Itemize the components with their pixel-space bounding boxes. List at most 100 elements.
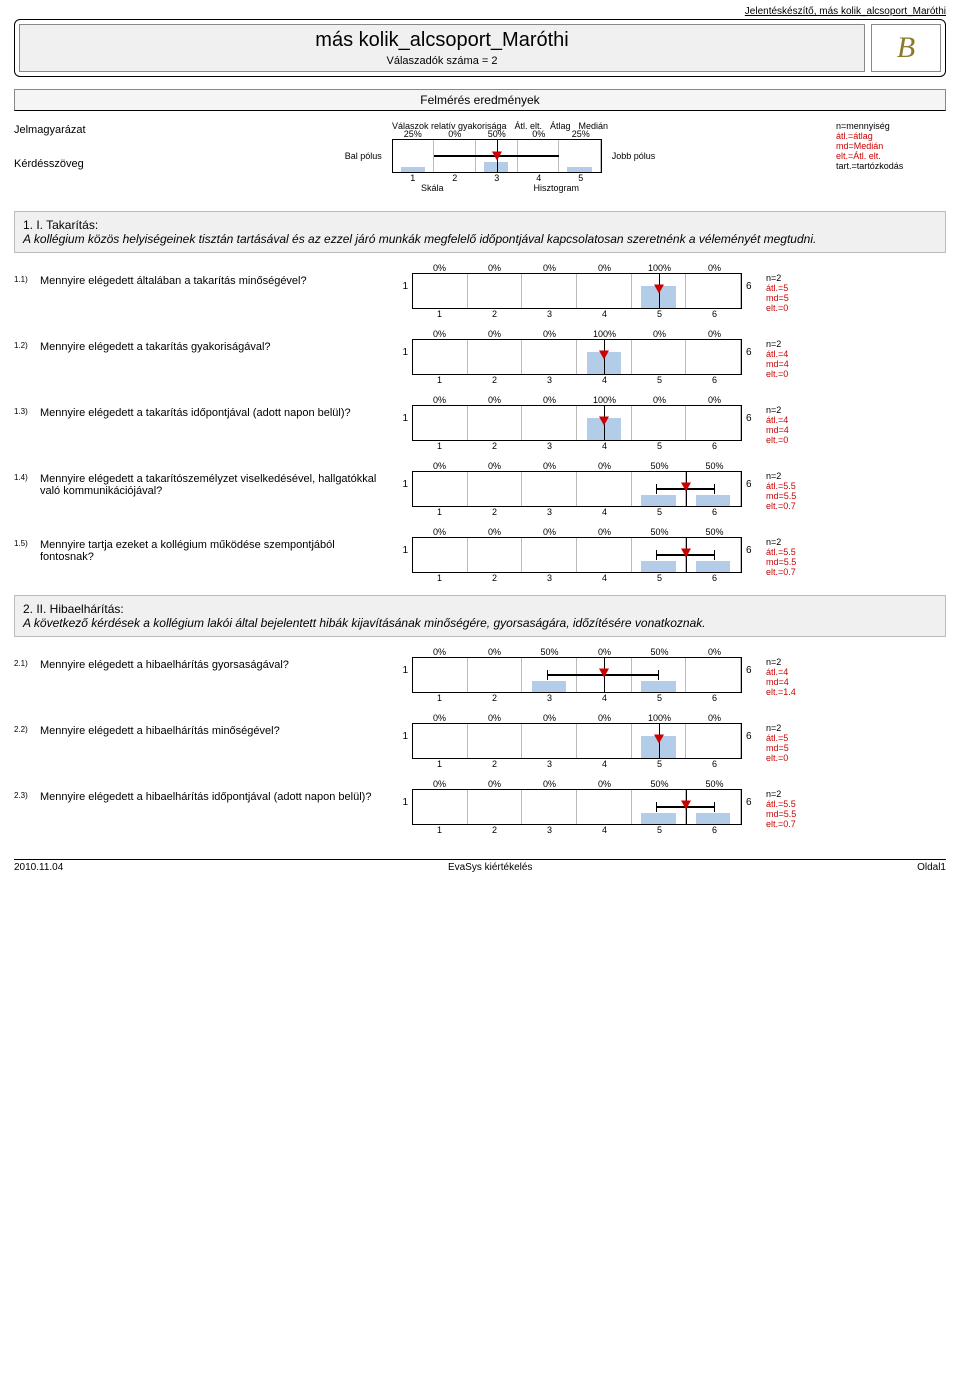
- group1-box: 1. I. Takarítás: A kollégium közös helyi…: [14, 211, 946, 253]
- question-num: 2.1): [14, 647, 40, 668]
- stat-line: n=2: [766, 789, 846, 799]
- question-chart: 0%0%0%100%0%0%123456: [412, 329, 742, 385]
- question-text: Mennyire elégedett a takarítás gyakorisá…: [40, 329, 392, 353]
- chart-pct: 50%: [632, 647, 687, 657]
- chart-axis-tick: 6: [687, 441, 742, 451]
- question-num: 2.3): [14, 779, 40, 800]
- chart-axis-tick: 6: [687, 825, 742, 835]
- stat-line: elt.=1.4: [766, 687, 846, 697]
- chart-pct: 0%: [522, 779, 577, 789]
- question-chart: 0%0%0%0%100%0%123456: [412, 263, 742, 319]
- group1-title: 1. I. Takarítás:: [23, 218, 98, 232]
- chart-pct: 0%: [412, 395, 467, 405]
- pole-right: 6: [742, 263, 766, 292]
- question-chart: 0%0%0%0%100%0%123456: [412, 713, 742, 769]
- pole-right: 6: [742, 527, 766, 556]
- stat-line: md=5: [766, 293, 846, 303]
- group2-desc: A következő kérdések a kollégium lakói á…: [23, 616, 706, 630]
- chart-pct: 50%: [687, 779, 742, 789]
- chart-pct: 100%: [632, 713, 687, 723]
- chart-axis-tick: 2: [467, 375, 522, 385]
- stat-line: md=5.5: [766, 557, 846, 567]
- chart-axis-tick: 3: [522, 507, 577, 517]
- chart-axis-tick: 1: [412, 693, 467, 703]
- chart-axis-tick: 4: [577, 693, 632, 703]
- chart-axis-tick: 2: [467, 507, 522, 517]
- pole-right: 6: [742, 461, 766, 490]
- legend-pct: 50%: [476, 129, 518, 139]
- stat-line: n=2: [766, 405, 846, 415]
- legend-axis-tick: 1: [392, 173, 434, 183]
- chart-pct: 50%: [687, 461, 742, 471]
- chart-axis-tick: 3: [522, 693, 577, 703]
- stat-line: md=5.5: [766, 491, 846, 501]
- chart-pct: 0%: [467, 779, 522, 789]
- pole-right: 6: [742, 329, 766, 358]
- chart-pct: 50%: [522, 647, 577, 657]
- footer: 2010.11.04 EvaSys kiértékelés Oldal1: [14, 859, 946, 873]
- stat-line: átl.=5: [766, 733, 846, 743]
- question-num: 1.5): [14, 527, 40, 548]
- chart-pct: 0%: [522, 527, 577, 537]
- question-num: 1.2): [14, 329, 40, 350]
- legend-title: Jelmagyarázat: [14, 121, 164, 141]
- group2-title: 2. II. Hibaelhárítás:: [23, 602, 124, 616]
- question-chart: 0%0%0%0%50%50%123456: [412, 779, 742, 835]
- chart-pct: 0%: [412, 461, 467, 471]
- legend-hist-label: Hisztogram: [534, 183, 580, 193]
- page-subtitle: Válaszadók száma = 2: [20, 55, 864, 67]
- stat-line: md=5: [766, 743, 846, 753]
- chart-pct: 0%: [687, 395, 742, 405]
- footer-center: EvaSys kiértékelés: [448, 862, 532, 873]
- chart-axis-tick: 5: [632, 441, 687, 451]
- stat-line: n=2: [766, 273, 846, 283]
- chart-pct: 0%: [632, 329, 687, 339]
- chart-axis-tick: 2: [467, 825, 522, 835]
- stat-line: átl.=4: [766, 667, 846, 677]
- chart-pct: 0%: [467, 329, 522, 339]
- question-text: Mennyire elégedett a hibaelhárítás gyors…: [40, 647, 392, 671]
- question-row: 1.4)Mennyire elégedett a takarítószemély…: [14, 461, 946, 517]
- title-inner: más kolik_alcsoport_Maróthi Válaszadók s…: [19, 24, 865, 72]
- legend-pct: 0%: [518, 129, 560, 139]
- legend-axis-tick: 4: [518, 173, 560, 183]
- chart-axis-tick: 1: [412, 759, 467, 769]
- chart-pct: 0%: [412, 713, 467, 723]
- chart-pct: 0%: [412, 779, 467, 789]
- chart-axis-tick: 3: [522, 573, 577, 583]
- chart-pct: 0%: [522, 713, 577, 723]
- chart-pct: 0%: [577, 779, 632, 789]
- question-stats: n=2átl.=5md=5elt.=0: [766, 713, 846, 763]
- stat-line: elt.=0: [766, 435, 846, 445]
- chart-pct: 50%: [632, 461, 687, 471]
- pole-right: 6: [742, 395, 766, 424]
- question-stats: n=2átl.=4md=4elt.=1.4: [766, 647, 846, 697]
- legend-axis-tick: 2: [434, 173, 476, 183]
- chart-axis-tick: 5: [632, 507, 687, 517]
- chart-pct: 0%: [412, 263, 467, 273]
- stat-line: n=2: [766, 537, 846, 547]
- legend-left: Jelmagyarázat Kérdésszöveg: [14, 121, 164, 175]
- question-text: Mennyire tartja ezeket a kollégium működ…: [40, 527, 392, 563]
- question-num: 1.1): [14, 263, 40, 284]
- chart-pct: 100%: [577, 329, 632, 339]
- question-row: 2.2)Mennyire elégedett a hibaelhárítás m…: [14, 713, 946, 769]
- chart-axis-tick: 2: [467, 309, 522, 319]
- legend-tart: tart.=tartózkodás: [836, 161, 946, 171]
- title-box: más kolik_alcsoport_Maróthi Válaszadók s…: [14, 19, 946, 77]
- chart-pct: 0%: [467, 263, 522, 273]
- chart-axis-tick: 5: [632, 759, 687, 769]
- pole-right: 6: [742, 647, 766, 676]
- question-row: 1.3)Mennyire elégedett a takarítás időpo…: [14, 395, 946, 451]
- legend: Jelmagyarázat Kérdésszöveg Válaszok rela…: [14, 121, 946, 193]
- chart-pct: 50%: [632, 779, 687, 789]
- pole-left: 1: [392, 713, 412, 742]
- chart-pct: 50%: [687, 527, 742, 537]
- chart-axis-tick: 5: [632, 375, 687, 385]
- stat-line: átl.=5.5: [766, 547, 846, 557]
- question-chart: 0%0%0%0%50%50%123456: [412, 461, 742, 517]
- legend-pct: 0%: [434, 129, 476, 139]
- question-num: 2.2): [14, 713, 40, 734]
- legend-axis-tick: 3: [476, 173, 518, 183]
- legend-md: md=Medián: [836, 141, 946, 151]
